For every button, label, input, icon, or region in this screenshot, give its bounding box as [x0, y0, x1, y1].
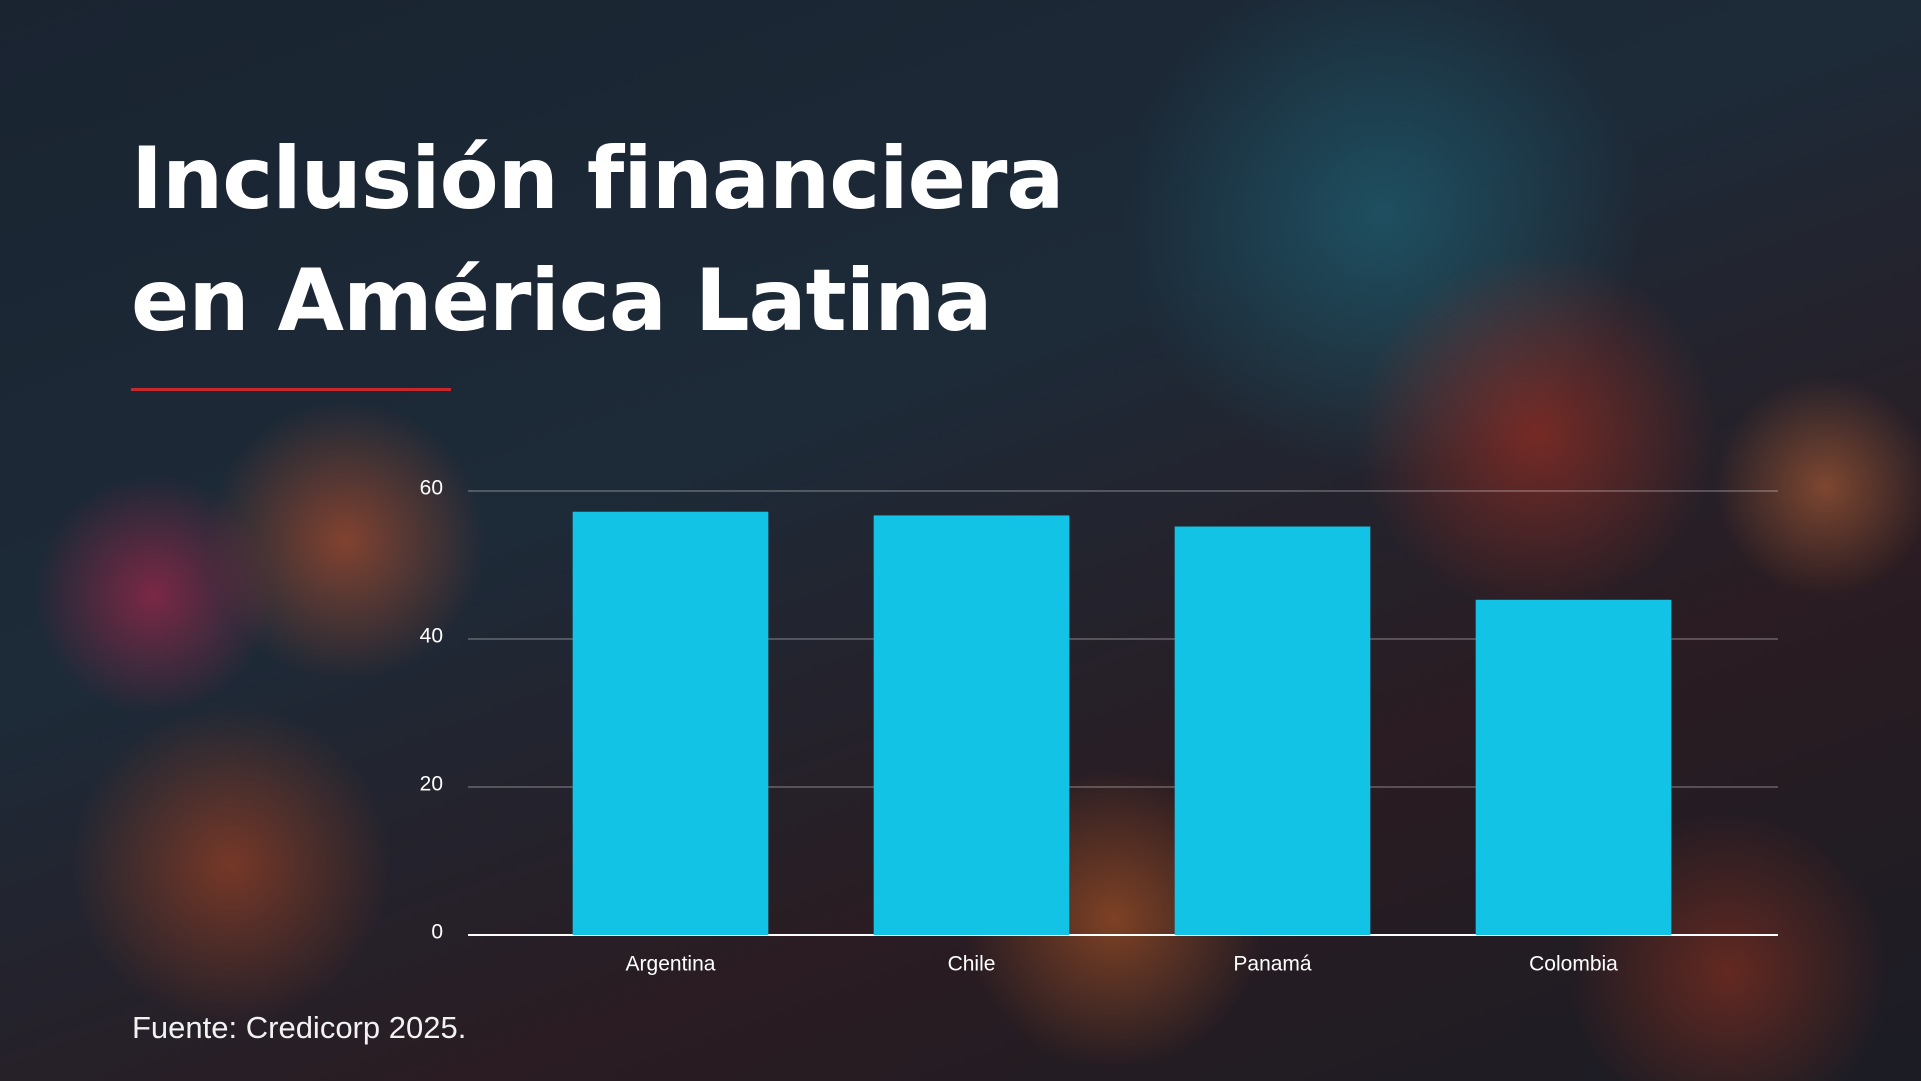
title-rule: [131, 388, 451, 391]
y-tick-label: 0: [431, 921, 443, 944]
bar: [1174, 526, 1371, 935]
y-tick-label: 40: [420, 625, 443, 648]
x-tick-label: Colombia: [1529, 953, 1618, 976]
x-tick-label: Panamá: [1233, 953, 1312, 976]
source-note: Fuente: Credicorp 2025.: [132, 1010, 467, 1045]
bar: [1475, 599, 1672, 935]
y-tick-label: 20: [420, 773, 443, 796]
chart-title: Inclusión financiera en América Latina: [131, 129, 1064, 351]
bar: [572, 511, 769, 935]
x-tick-label: Chile: [948, 953, 996, 976]
x-tick-label: Argentina: [626, 953, 716, 976]
bar: [873, 515, 1070, 935]
y-tick-label: 60: [420, 477, 443, 500]
